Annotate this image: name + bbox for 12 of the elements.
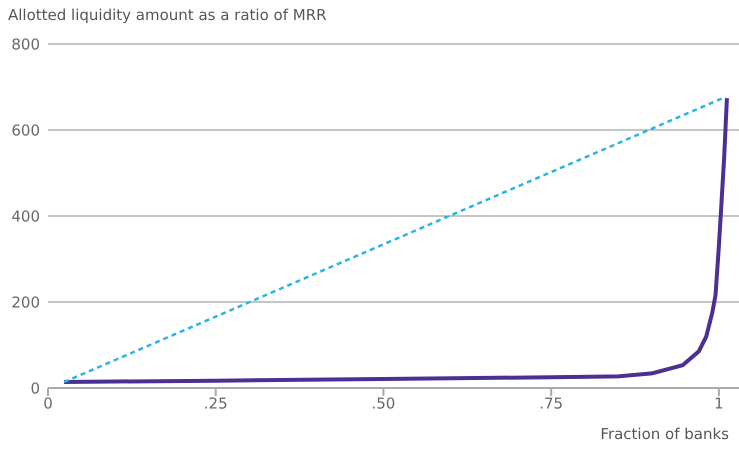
y-tick-label: 200	[11, 293, 40, 312]
x-tick-label: 1	[714, 394, 724, 413]
y-tick-label: 600	[11, 121, 40, 140]
y-tick-label: 800	[11, 35, 40, 54]
x-tick-label: .75	[539, 394, 564, 413]
y-tick-label: 0	[30, 379, 40, 398]
y-tick-label: 400	[11, 207, 40, 226]
x-tick-label: 0	[43, 394, 53, 413]
y-axis-title: Allotted liquidity amount as a ratio of MRR	[8, 6, 327, 24]
x-axis-title: Fraction of banks	[600, 425, 729, 443]
x-tick-label: .50	[372, 394, 396, 413]
x-tick-label: .25	[204, 394, 228, 413]
